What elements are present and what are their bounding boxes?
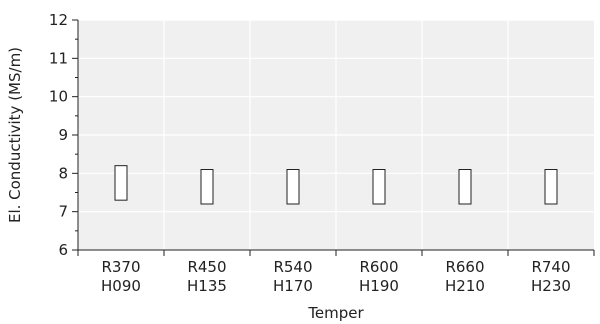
x-tick-label-line1: R540 <box>273 258 312 276</box>
y-tick-label: 11 <box>49 49 68 67</box>
y-tick-label: 10 <box>49 88 68 106</box>
x-tick-label-line2: H190 <box>359 277 399 295</box>
range-bar-r660 <box>458 169 472 205</box>
y-tick-label: 12 <box>49 11 68 29</box>
range-bar-r370 <box>114 165 128 201</box>
range-bar-r450 <box>200 169 214 205</box>
x-tick-label-line1: R740 <box>531 258 570 276</box>
y-tick-label: 9 <box>58 126 68 144</box>
x-tick-label-line2: H210 <box>445 277 485 295</box>
x-tick-label-line2: H170 <box>273 277 313 295</box>
x-tick-label-line1: R370 <box>101 258 140 276</box>
range-bars <box>114 165 558 205</box>
range-bar-r540 <box>286 169 300 205</box>
y-axis-title: El. Conductivity (MS/m) <box>6 47 24 223</box>
x-axis-title: Temper <box>307 304 364 322</box>
y-tick-label: 6 <box>58 241 68 259</box>
x-tick-label-line1: R450 <box>187 258 226 276</box>
x-tick-label-line1: R660 <box>445 258 484 276</box>
range-bar-r740 <box>544 169 558 205</box>
y-tick-label: 8 <box>58 164 68 182</box>
x-tick-label-line1: R600 <box>359 258 398 276</box>
axes <box>72 19 595 256</box>
y-tick-label: 7 <box>58 203 68 221</box>
y-tick-labels: 6 7 8 9 10 11 12 <box>49 11 68 259</box>
grid-lines <box>78 19 594 250</box>
range-bar-r600 <box>372 169 386 205</box>
x-tick-label-line2: H230 <box>531 277 571 295</box>
x-tick-label-line2: H090 <box>101 277 141 295</box>
x-tick-label-line2: H135 <box>187 277 227 295</box>
